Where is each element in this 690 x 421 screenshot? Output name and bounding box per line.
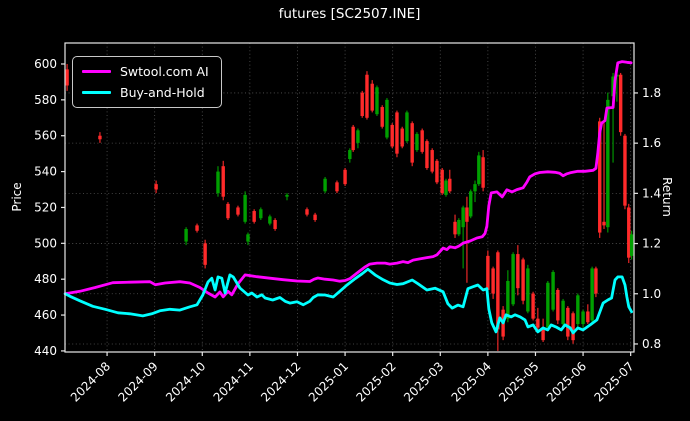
svg-text:1.2: 1.2: [642, 237, 661, 251]
price-axis-label: Price: [10, 182, 24, 212]
svg-text:2024-10: 2024-10: [163, 359, 208, 404]
svg-text:440: 440: [34, 344, 57, 358]
svg-text:2024-12: 2024-12: [258, 359, 303, 404]
svg-text:2024-08: 2024-08: [68, 359, 113, 404]
svg-text:2025-01: 2025-01: [306, 359, 351, 404]
svg-text:2025-07: 2025-07: [591, 359, 636, 404]
svg-text:520: 520: [34, 200, 57, 214]
chart-title: futures [SC2507.INE]: [278, 6, 421, 22]
svg-text:560: 560: [34, 129, 57, 143]
legend-item-buy-and-hold: Buy-and-Hold: [82, 85, 209, 100]
svg-text:460: 460: [34, 308, 57, 322]
bah-line-swatch: [82, 90, 111, 95]
gridlines: [65, 43, 634, 352]
svg-text:480: 480: [34, 272, 57, 286]
svg-text:2025-05: 2025-05: [496, 359, 541, 404]
svg-text:2024-09: 2024-09: [115, 359, 160, 404]
buy-and-hold-return-line: [63, 267, 633, 335]
svg-text:580: 580: [34, 93, 57, 107]
legend-item-ai: Swtool.com AI: [82, 64, 209, 79]
ai-line-swatch: [82, 69, 111, 74]
legend-label-buy-and-hold: Buy-and-Hold: [120, 85, 205, 100]
candles: [65, 63, 634, 351]
svg-text:0.8: 0.8: [642, 337, 661, 351]
svg-text:1.0: 1.0: [642, 287, 661, 301]
svg-text:1.4: 1.4: [642, 186, 661, 200]
svg-text:540: 540: [34, 165, 57, 179]
svg-text:500: 500: [34, 236, 57, 250]
svg-text:1.8: 1.8: [642, 86, 661, 100]
svg-text:2025-02: 2025-02: [353, 359, 398, 404]
legend: Swtool.com AI Buy-and-Hold: [72, 56, 222, 108]
svg-text:2025-03: 2025-03: [401, 359, 446, 404]
return-axis-label: Return: [660, 177, 674, 217]
svg-text:600: 600: [34, 57, 57, 71]
svg-text:2025-06: 2025-06: [544, 359, 589, 404]
legend-label-ai: Swtool.com AI: [120, 64, 209, 79]
svg-text:2024-11: 2024-11: [211, 359, 256, 404]
svg-text:2025-04: 2025-04: [449, 359, 494, 404]
svg-text:1.6: 1.6: [642, 136, 661, 150]
